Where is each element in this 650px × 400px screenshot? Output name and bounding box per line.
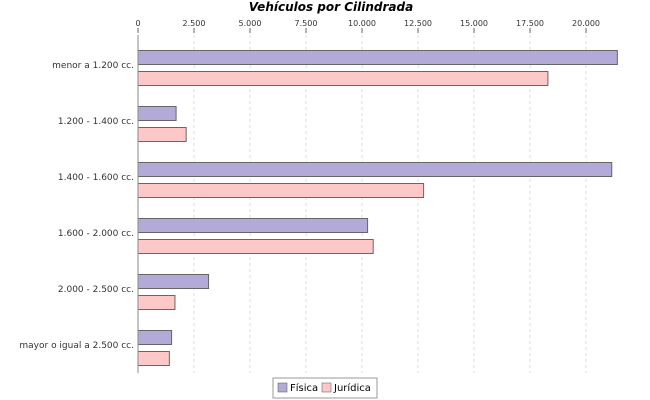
category-label: 1.200 - 1.400 cc.: [58, 117, 134, 127]
legend-swatch-fisica: [277, 382, 288, 393]
legend-swatch-juridica: [321, 382, 332, 393]
bar-fisica: [137, 330, 173, 345]
bar-juridica: [137, 351, 170, 366]
bar-juridica: [137, 183, 425, 198]
grid-lines: [193, 35, 587, 373]
bar-juridica: [137, 71, 549, 86]
category-label: 1.400 - 1.600 cc.: [58, 173, 134, 183]
chart-title: Vehículos por Cilindrada: [249, 0, 413, 14]
bar-juridica: [137, 127, 187, 142]
category-labels: menor a 1.200 cc. 1.200 - 1.400 cc. 1.400 …: [19, 61, 134, 351]
x-tick-label: 5.000: [239, 19, 262, 28]
category-label: mayor o igual a 2.500 cc.: [19, 341, 134, 351]
bar-fisica: [137, 106, 177, 121]
bar-fisica: [137, 162, 613, 177]
legend: Física Jurídica: [272, 377, 378, 399]
legend-label-juridica: Jurídica: [333, 382, 371, 394]
x-tick-label: 2.500: [183, 19, 206, 28]
x-axis-ticks: 0 2.500 5.000 7.500 10.000 12.500 15.000 17.500…: [135, 19, 600, 33]
bar-fisica: [137, 50, 618, 65]
legend-label-fisica: Física: [290, 382, 318, 394]
category-label: 1.600 - 2.000 cc.: [58, 229, 134, 239]
bar-juridica: [137, 239, 374, 254]
bar-fisica: [137, 274, 210, 289]
x-tick-label: 15.000: [460, 19, 488, 28]
bar-fisica: [137, 218, 369, 233]
x-tick-label: 20.000: [572, 19, 600, 28]
x-tick-label: 12.500: [404, 19, 432, 28]
category-label: 2.000 - 2.500 cc.: [58, 285, 134, 295]
bar-juridica: [137, 295, 176, 310]
category-label: menor a 1.200 cc.: [52, 61, 134, 71]
x-tick-label: 10.000: [348, 19, 376, 28]
x-tick-label: 0: [135, 19, 140, 28]
x-tick-label: 7.500: [295, 19, 318, 28]
bars-group: [137, 50, 618, 366]
x-tick-label: 17.500: [516, 19, 544, 28]
